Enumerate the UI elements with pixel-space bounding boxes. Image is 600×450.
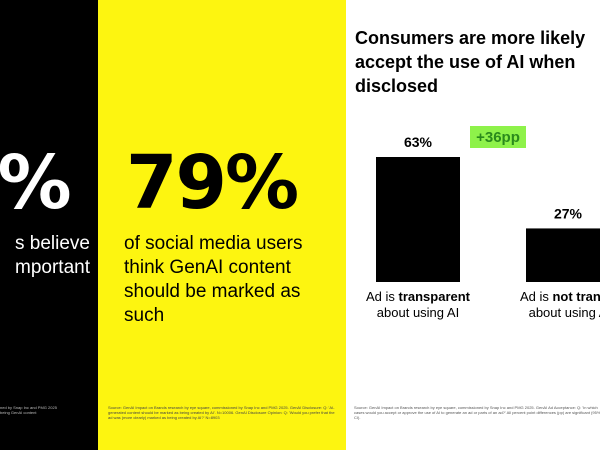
chart-title: Consumers are more likely accept the use… — [355, 28, 586, 96]
category-label-2: Ad is not transpabout using A — [519, 289, 600, 320]
left-source-note: ned by Snap Inc and PMG 2025 being GenAI… — [0, 405, 57, 415]
left-stat-description: s believe mportant — [15, 233, 90, 278]
bar-2 — [526, 228, 600, 282]
middle-slide-panel: 79% of social media users think GenAI co… — [98, 0, 346, 450]
left-slide-panel: 5% s believe mportant ned by Snap Inc an… — [0, 0, 98, 450]
middle-source-note: Source: GenAI Impact on Brands research … — [108, 405, 335, 420]
right-slide-panel: Consumers are more likely accept the use… — [346, 0, 600, 450]
data-label-2: 27% — [554, 205, 583, 221]
middle-stat-description: of social media users think GenAI conten… — [124, 233, 303, 326]
middle-stat-value: 79% — [126, 140, 299, 226]
annotation-highlight — [470, 126, 526, 148]
data-label-1: 63% — [404, 134, 433, 150]
bar-chart: 63% 27% +36pp — [376, 126, 600, 282]
right-source-note: Source: GenAI Impact on Brands research … — [354, 405, 600, 420]
bar-1 — [376, 157, 460, 282]
annotation-text: +36pp — [476, 129, 520, 146]
category-label-1: Ad is transparent about using AI — [365, 289, 471, 320]
left-stat-value: 5% — [0, 140, 72, 226]
